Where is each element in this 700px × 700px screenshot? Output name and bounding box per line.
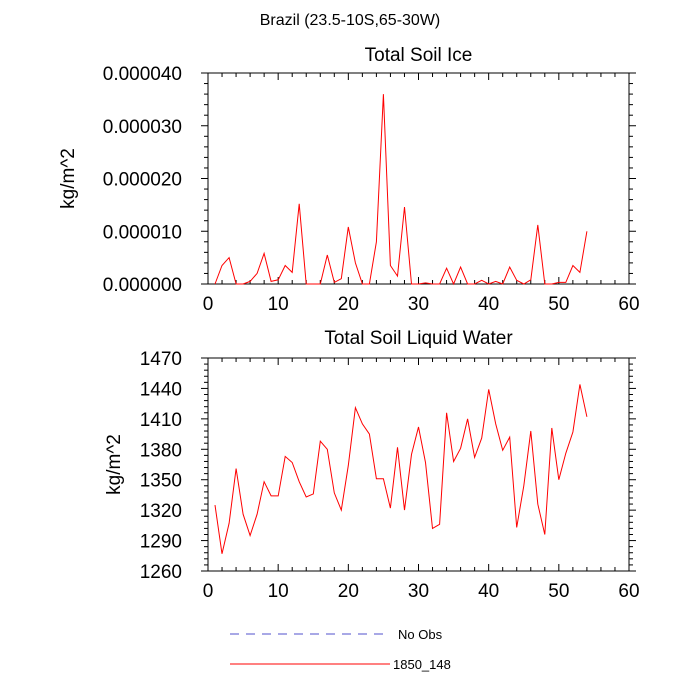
- y-tick-label: 0.000010: [103, 222, 182, 243]
- x-tick-label: 30: [408, 581, 429, 602]
- y-tick-label: 1320: [140, 501, 182, 522]
- x-tick-label: 30: [408, 294, 429, 315]
- x-tick-label: 40: [478, 294, 499, 315]
- y-tick-label: 1410: [140, 410, 182, 431]
- plot-frame: [207, 72, 630, 285]
- legend: No Obs 1850_148: [230, 627, 451, 672]
- y-axis-title: kg/m^2: [104, 434, 125, 495]
- panel-title: Total Soil Ice: [365, 45, 473, 66]
- x-tick-label: 40: [478, 581, 499, 602]
- x-tick-label: 0: [203, 294, 214, 315]
- soil-liquid-water-panel: Total Soil Liquid Water 0 10 20 30 40 50 60 1260…: [104, 328, 640, 602]
- figure-title: Brazil (23.5-10S,65-30W): [260, 12, 441, 29]
- y-tick-label: 1380: [140, 440, 182, 461]
- y-tick-label: 1350: [140, 471, 182, 492]
- x-tick-label: 50: [548, 581, 569, 602]
- y-tick-label: 1260: [140, 562, 182, 583]
- y-tick-label: 0.000030: [103, 117, 182, 138]
- x-tick-label: 20: [338, 294, 359, 315]
- series-line: [214, 94, 588, 286]
- soil-ice-panel: Total Soil Ice 0 10 20 30 40 50 60 0.000000 0.000…: [58, 45, 640, 315]
- panel-title: Total Soil Liquid Water: [324, 328, 513, 349]
- x-tick-label: 0: [203, 581, 214, 602]
- y-tick-label: 0.000020: [103, 170, 182, 191]
- x-tick-label: 50: [548, 294, 569, 315]
- y-tick-label: 1470: [140, 349, 182, 370]
- y-tick-label: 0.000000: [103, 275, 182, 296]
- y-tick-label: 1290: [140, 532, 182, 553]
- plot-frame: [207, 357, 630, 572]
- y-tick-label: 1440: [140, 379, 182, 400]
- legend-label-no-obs: No Obs: [398, 627, 443, 642]
- x-tick-label: 10: [268, 581, 289, 602]
- x-tick-label: 10: [268, 294, 289, 315]
- legend-label-1850-148: 1850_148: [393, 657, 451, 672]
- x-tick-label: 60: [618, 294, 639, 315]
- series-line: [214, 384, 588, 554]
- x-tick-label: 60: [618, 581, 639, 602]
- y-tick-label: 0.000040: [103, 64, 182, 85]
- x-tick-label: 20: [338, 581, 359, 602]
- y-axis-title: kg/m^2: [58, 148, 79, 209]
